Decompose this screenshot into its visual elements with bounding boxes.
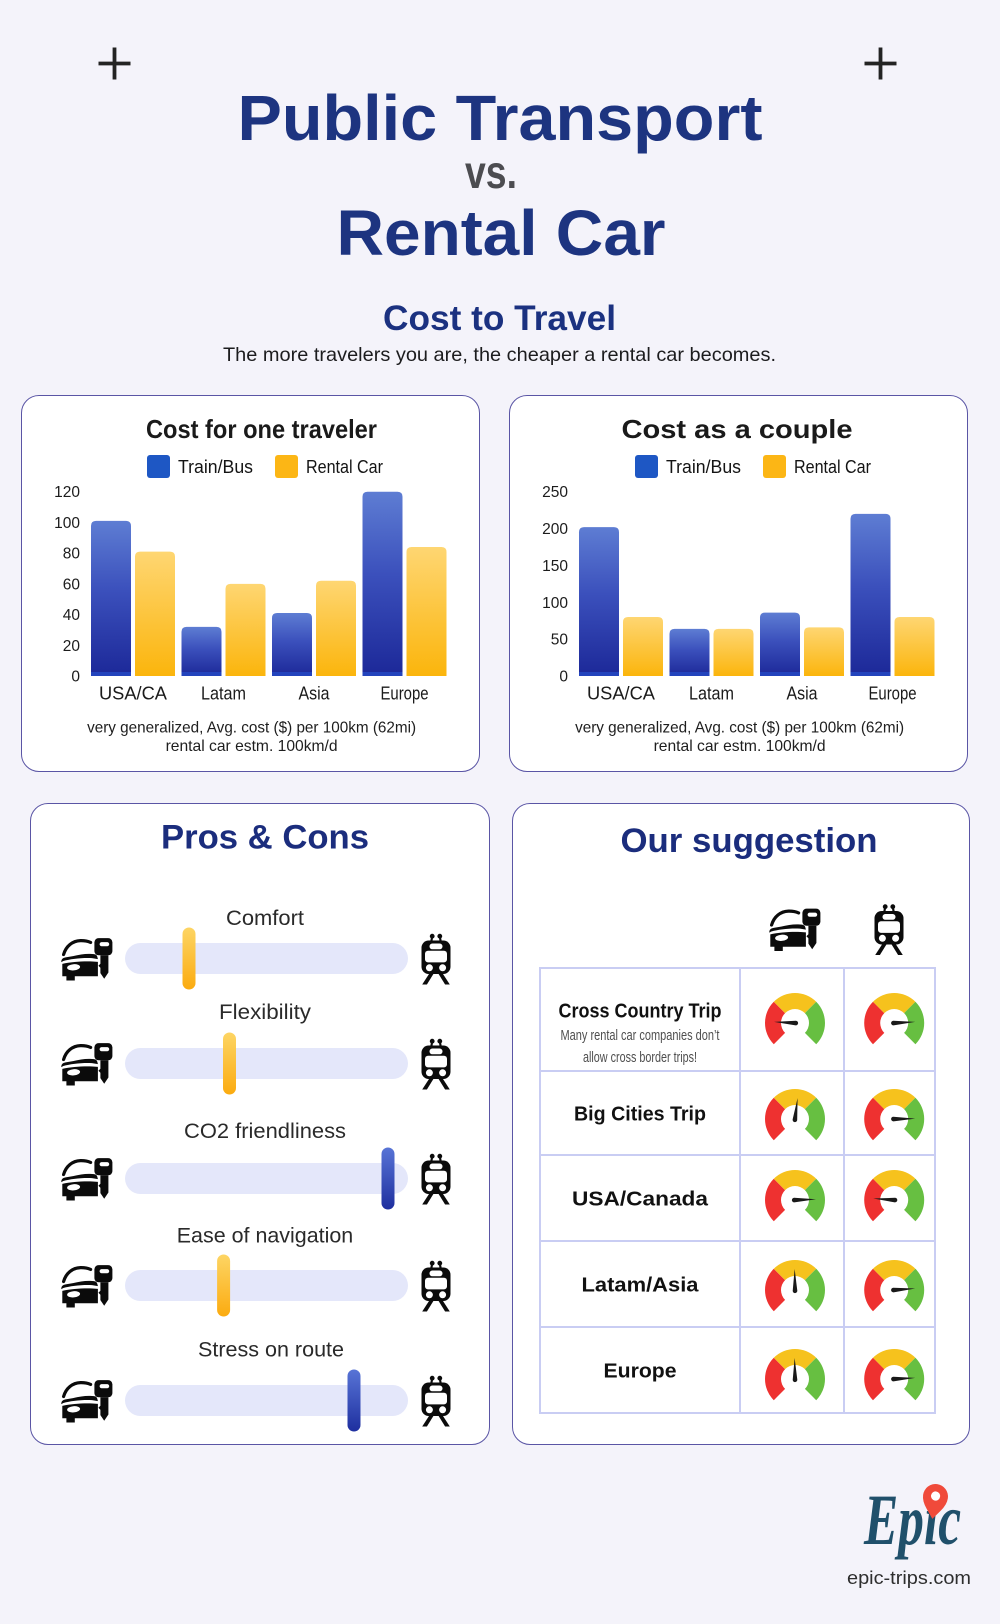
svg-text:120: 120 (54, 484, 80, 501)
svg-text:Ease of navigation: Ease of navigation (177, 1225, 354, 1248)
svg-text:Asia: Asia (299, 683, 331, 703)
svg-text:Many rental car companies don’: Many rental car companies don’t (561, 1028, 720, 1044)
svg-text:0: 0 (559, 669, 568, 686)
svg-text:250: 250 (542, 484, 568, 501)
svg-text:Train/Bus: Train/Bus (666, 456, 741, 477)
svg-text:Europe: Europe (869, 683, 917, 703)
svg-text:Rental Car: Rental Car (337, 197, 666, 269)
svg-text:Our suggestion: Our suggestion (621, 822, 878, 860)
svg-text:Pros & Cons: Pros & Cons (161, 819, 369, 857)
svg-text:USA/CA: USA/CA (587, 683, 655, 703)
svg-text:200: 200 (542, 521, 568, 538)
svg-text:Europe: Europe (604, 1361, 677, 1383)
svg-text:The more travelers you are, th: The more travelers you are, the cheaper … (223, 344, 776, 366)
svg-text:80: 80 (63, 546, 81, 563)
svg-text:0: 0 (71, 669, 80, 686)
svg-text:USA/Canada: USA/Canada (572, 1189, 709, 1211)
svg-text:Latam: Latam (201, 683, 246, 703)
svg-text:Cost as a couple: Cost as a couple (622, 414, 853, 444)
svg-text:Europe: Europe (381, 683, 429, 703)
svg-text:60: 60 (63, 576, 81, 593)
svg-text:100: 100 (54, 515, 80, 532)
svg-text:very generalized, Avg. cost ($: very generalized, Avg. cost ($) per 100k… (575, 720, 904, 737)
svg-text:Stress on route: Stress on route (198, 1339, 344, 1362)
svg-text:USA/CA: USA/CA (99, 683, 167, 703)
svg-text:Rental Car: Rental Car (306, 456, 383, 477)
svg-text:Train/Bus: Train/Bus (178, 456, 253, 477)
svg-text:Flexibility: Flexibility (219, 1001, 312, 1024)
svg-text:rental car estm. 100km/d: rental car estm. 100km/d (166, 738, 338, 755)
svg-text:vs.: vs. (465, 146, 517, 198)
svg-text:Rental Car: Rental Car (794, 456, 871, 477)
svg-text:Public Transport: Public Transport (238, 82, 763, 154)
svg-text:Latam/Asia: Latam/Asia (582, 1275, 700, 1297)
svg-text:very generalized, Avg. cost ($: very generalized, Avg. cost ($) per 100k… (87, 720, 416, 737)
svg-text:CO2 friendliness: CO2 friendliness (184, 1120, 346, 1143)
svg-text:Cost to Travel: Cost to Travel (383, 299, 616, 338)
svg-text:Cross Country Trip: Cross Country Trip (559, 1001, 722, 1023)
svg-text:allow cross border trips!: allow cross border trips! (583, 1050, 697, 1066)
svg-text:40: 40 (63, 607, 81, 624)
svg-text:50: 50 (551, 632, 569, 649)
svg-text:Latam: Latam (689, 683, 734, 703)
svg-text:Cost for one traveler: Cost for one traveler (146, 414, 377, 444)
svg-text:20: 20 (63, 638, 81, 655)
svg-text:epic-trips.com: epic-trips.com (847, 1567, 971, 1588)
svg-text:100: 100 (542, 595, 568, 612)
svg-text:150: 150 (542, 558, 568, 575)
svg-text:Big Cities Trip: Big Cities Trip (574, 1104, 706, 1126)
svg-text:Comfort: Comfort (226, 907, 304, 930)
svg-text:Asia: Asia (787, 683, 819, 703)
svg-text:rental car estm. 100km/d: rental car estm. 100km/d (654, 738, 826, 755)
